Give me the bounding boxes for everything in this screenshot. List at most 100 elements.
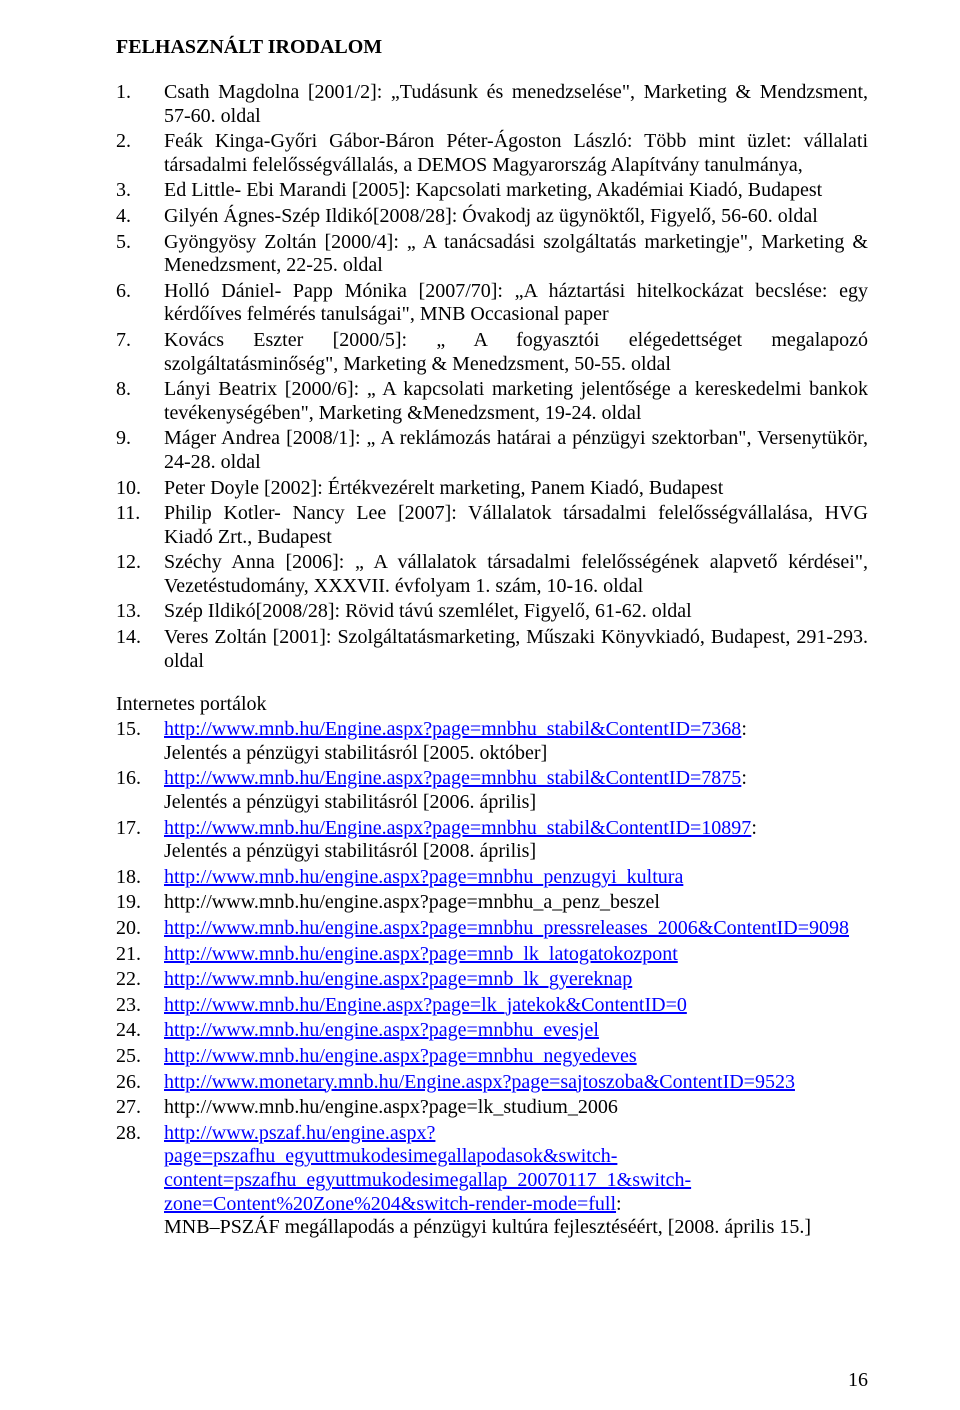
list-number: 14. (116, 626, 164, 673)
link-url[interactable]: http://www.mnb.hu/Engine.aspx?page=mnbhu… (164, 817, 751, 839)
link-url[interactable]: http://www.mnb.hu/engine.aspx?page=mnbhu… (164, 1045, 637, 1067)
list-number: 5. (116, 231, 164, 278)
link-item: 24.http://www.mnb.hu/engine.aspx?page=mn… (116, 1019, 868, 1043)
page-number: 16 (848, 1369, 868, 1392)
list-number: 7. (116, 329, 164, 376)
link-item: 17.http://www.mnb.hu/Engine.aspx?page=mn… (116, 817, 868, 864)
list-number: 16. (116, 767, 164, 814)
link-url[interactable]: http://www.mnb.hu/engine.aspx?page=mnb_l… (164, 968, 632, 990)
list-number: 15. (116, 718, 164, 765)
page: FELHASZNÁLT IRODALOM 1.Csath Magdolna [2… (0, 0, 960, 1410)
link-url[interactable]: http://www.mnb.hu/engine.aspx?page=mnbhu… (164, 917, 849, 939)
bibliography-item: 13.Szép Ildikó[2008/28]: Rövid távú szem… (116, 600, 868, 624)
bibliography-item: 8.Lányi Beatrix [2000/6]: „ A kapcsolati… (116, 378, 868, 425)
list-number: 6. (116, 280, 164, 327)
list-number: 4. (116, 205, 164, 229)
list-number: 26. (116, 1071, 164, 1095)
link-subtext: Jelentés a pénzügyi stabilitásról [2005.… (164, 742, 868, 766)
list-number: 23. (116, 994, 164, 1018)
link-item: 28.http://www.pszaf.hu/engine.aspx?page=… (116, 1122, 868, 1240)
link-item: 26.http://www.monetary.mnb.hu/Engine.asp… (116, 1071, 868, 1095)
link-item: 19.http://www.mnb.hu/engine.aspx?page=mn… (116, 891, 868, 915)
list-number: 13. (116, 600, 164, 624)
link-url[interactable]: http://www.pszaf.hu/engine.aspx?page=psz… (164, 1122, 691, 1215)
link-row: http://www.mnb.hu/engine.aspx?page=mnb_l… (164, 968, 868, 992)
bibliography-text: Ed Little- Ebi Marandi [2005]: Kapcsolat… (164, 179, 868, 203)
bibliography-text: Lányi Beatrix [2000/6]: „ A kapcsolati m… (164, 378, 868, 425)
list-number: 24. (116, 1019, 164, 1043)
link-row: http://www.mnb.hu/engine.aspx?page=mnbhu… (164, 891, 868, 915)
list-number: 18. (116, 866, 164, 890)
link-item: 22.http://www.mnb.hu/engine.aspx?page=mn… (116, 968, 868, 992)
bibliography-text: Máger Andrea [2008/1]: „ A reklámozás ha… (164, 427, 868, 474)
link-after: : (751, 817, 757, 839)
list-number: 10. (116, 477, 164, 501)
link-item: 16.http://www.mnb.hu/Engine.aspx?page=mn… (116, 767, 868, 814)
link-row: http://www.monetary.mnb.hu/Engine.aspx?p… (164, 1071, 868, 1095)
link-url[interactable]: http://www.mnb.hu/engine.aspx?page=mnbhu… (164, 866, 683, 888)
bibliography-item: 2.Feák Kinga-Győri Gábor-Báron Péter-Ágo… (116, 130, 868, 177)
bibliography-item: 10.Peter Doyle [2002]: Értékvezérelt mar… (116, 477, 868, 501)
link-item: 20.http://www.mnb.hu/engine.aspx?page=mn… (116, 917, 868, 941)
bibliography-text: Kovács Eszter [2000/5]: „ A fogyasztói e… (164, 329, 868, 376)
link-row: http://www.mnb.hu/engine.aspx?page=mnbhu… (164, 917, 868, 941)
link-after: : (741, 767, 747, 789)
list-number: 8. (116, 378, 164, 425)
link-row: http://www.mnb.hu/engine.aspx?page=mnbhu… (164, 1045, 868, 1069)
link-row: http://www.mnb.hu/Engine.aspx?page=mnbhu… (164, 767, 868, 814)
link-url[interactable]: http://www.mnb.hu/Engine.aspx?page=mnbhu… (164, 767, 741, 789)
link-row: http://www.mnb.hu/engine.aspx?page=lk_st… (164, 1096, 868, 1120)
bibliography-item: 3.Ed Little- Ebi Marandi [2005]: Kapcsol… (116, 179, 868, 203)
page-title: FELHASZNÁLT IRODALOM (116, 36, 868, 59)
list-number: 2. (116, 130, 164, 177)
bibliography-text: Széchy Anna [2006]: „ A vállalatok társa… (164, 551, 868, 598)
link-row: http://www.mnb.hu/Engine.aspx?page=lk_ja… (164, 994, 868, 1018)
link-url-plain: http://www.mnb.hu/engine.aspx?page=mnbhu… (164, 891, 660, 913)
link-url[interactable]: http://www.mnb.hu/engine.aspx?page=mnbhu… (164, 1019, 599, 1041)
list-number: 22. (116, 968, 164, 992)
list-number: 21. (116, 943, 164, 967)
bibliography-item: 5.Gyöngyösy Zoltán [2000/4]: „ A tanácsa… (116, 231, 868, 278)
bibliography-item: 7.Kovács Eszter [2000/5]: „ A fogyasztói… (116, 329, 868, 376)
link-item: 15.http://www.mnb.hu/Engine.aspx?page=mn… (116, 718, 868, 765)
link-subtext: MNB–PSZÁF megállapodás a pénzügyi kultúr… (164, 1216, 868, 1240)
link-url[interactable]: http://www.mnb.hu/engine.aspx?page=mnb_l… (164, 943, 678, 965)
link-subtext: Jelentés a pénzügyi stabilitásról [2006.… (164, 791, 868, 815)
bibliography-item: 4.Gilyén Ágnes-Szép Ildikó[2008/28]: Óva… (116, 205, 868, 229)
link-subtext: Jelentés a pénzügyi stabilitásról [2008.… (164, 840, 868, 864)
link-item: 21.http://www.mnb.hu/engine.aspx?page=mn… (116, 943, 868, 967)
link-item: 25.http://www.mnb.hu/engine.aspx?page=mn… (116, 1045, 868, 1069)
bibliography-text: Gilyén Ágnes-Szép Ildikó[2008/28]: Óvako… (164, 205, 868, 229)
bibliography-item: 1.Csath Magdolna [2001/2]: „Tudásunk és … (116, 81, 868, 128)
bibliography-text: Veres Zoltán [2001]: Szolgáltatásmarketi… (164, 626, 868, 673)
link-row: http://www.mnb.hu/engine.aspx?page=mnbhu… (164, 866, 868, 890)
link-row: http://www.mnb.hu/engine.aspx?page=mnb_l… (164, 943, 868, 967)
bibliography-item: 6.Holló Dániel- Papp Mónika [2007/70]: „… (116, 280, 868, 327)
link-item: 18.http://www.mnb.hu/engine.aspx?page=mn… (116, 866, 868, 890)
links-list: 15.http://www.mnb.hu/Engine.aspx?page=mn… (116, 718, 868, 1239)
bibliography-text: Feák Kinga-Győri Gábor-Báron Péter-Ágost… (164, 130, 868, 177)
list-number: 11. (116, 502, 164, 549)
list-number: 12. (116, 551, 164, 598)
list-number: 17. (116, 817, 164, 864)
link-url[interactable]: http://www.mnb.hu/Engine.aspx?page=lk_ja… (164, 994, 687, 1016)
link-item: 27.http://www.mnb.hu/engine.aspx?page=lk… (116, 1096, 868, 1120)
bibliography-item: 11.Philip Kotler- Nancy Lee [2007]: Váll… (116, 502, 868, 549)
bibliography-text: Szép Ildikó[2008/28]: Rövid távú szemlél… (164, 600, 868, 624)
link-after: : (741, 718, 747, 740)
bibliography-text: Peter Doyle [2002]: Értékvezérelt market… (164, 477, 868, 501)
bibliography-item: 12.Széchy Anna [2006]: „ A vállalatok tá… (116, 551, 868, 598)
link-after: : (616, 1193, 622, 1215)
list-number: 28. (116, 1122, 164, 1240)
bibliography-text: Holló Dániel- Papp Mónika [2007/70]: „A … (164, 280, 868, 327)
link-row: http://www.mnb.hu/engine.aspx?page=mnbhu… (164, 1019, 868, 1043)
link-url[interactable]: http://www.monetary.mnb.hu/Engine.aspx?p… (164, 1071, 795, 1093)
list-number: 25. (116, 1045, 164, 1069)
link-url[interactable]: http://www.mnb.hu/Engine.aspx?page=mnbhu… (164, 718, 741, 740)
links-subheading: Internetes portálok (116, 693, 868, 716)
list-number: 27. (116, 1096, 164, 1120)
list-number: 9. (116, 427, 164, 474)
list-number: 3. (116, 179, 164, 203)
link-row: http://www.pszaf.hu/engine.aspx?page=psz… (164, 1122, 868, 1240)
bibliography-text: Csath Magdolna [2001/2]: „Tudásunk és me… (164, 81, 868, 128)
